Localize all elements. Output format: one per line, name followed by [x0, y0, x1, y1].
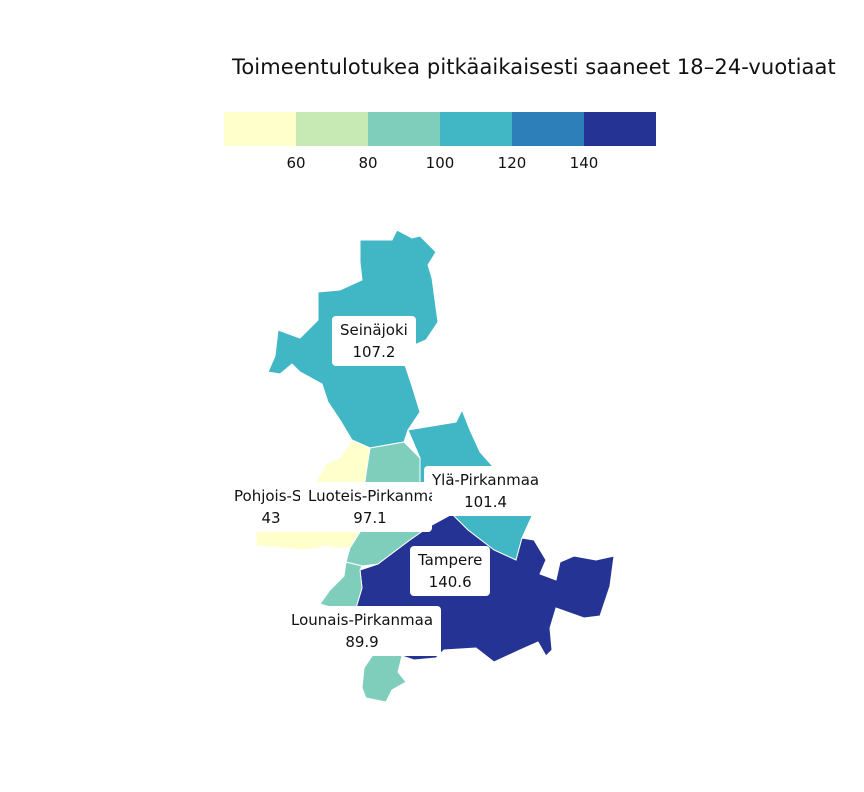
region-label-seinajoki: Seinäjoki 107.2 [332, 316, 416, 366]
region-value: 43 [261, 509, 281, 527]
legend-tick: 140 [569, 154, 599, 172]
legend-tick: 120 [497, 154, 527, 172]
legend-tick: 80 [358, 154, 378, 172]
region-name: Tampere [418, 551, 483, 569]
region-value: 97.1 [353, 509, 387, 527]
legend-tick: 100 [425, 154, 455, 172]
region-label-yla-pirkanmaa: Ylä-Pirkanmaa 101.4 [424, 466, 548, 516]
legend-tick: 60 [286, 154, 306, 172]
region-value: 101.4 [464, 493, 508, 511]
region-label-luoteis-pirkanmaa: Luoteis-Pirkanmaa 97.1 [300, 482, 432, 532]
region-name: Pohjois-Satakunta [234, 487, 308, 505]
legend-swatch-5 [512, 112, 584, 146]
legend-swatch-6 [584, 112, 656, 146]
region-value: 140.6 [428, 573, 472, 591]
region-name: Luoteis-Pirkanmaa [308, 487, 432, 505]
legend-swatch-3 [368, 112, 440, 146]
region-name: Seinäjoki [340, 321, 408, 339]
legend-swatch-2 [296, 112, 368, 146]
region-name: Lounais-Pirkanmaa [291, 611, 434, 629]
region-label-lounais-pirkanmaa: Lounais-Pirkanmaa 89.9 [283, 606, 442, 656]
color-legend [224, 112, 656, 146]
legend-swatch-4 [440, 112, 512, 146]
legend-swatch-1 [224, 112, 296, 146]
region-value: 107.2 [352, 343, 396, 361]
map-title: Toimeentulotukea pitkäaikaisesti saaneet… [232, 55, 836, 79]
region-name: Ylä-Pirkanmaa [432, 471, 540, 489]
region-label-tampere: Tampere 140.6 [410, 546, 491, 596]
region-value: 89.9 [345, 633, 379, 651]
region-label-pohjois-satakunta: Pohjois-Satakunta 43 [226, 482, 308, 532]
